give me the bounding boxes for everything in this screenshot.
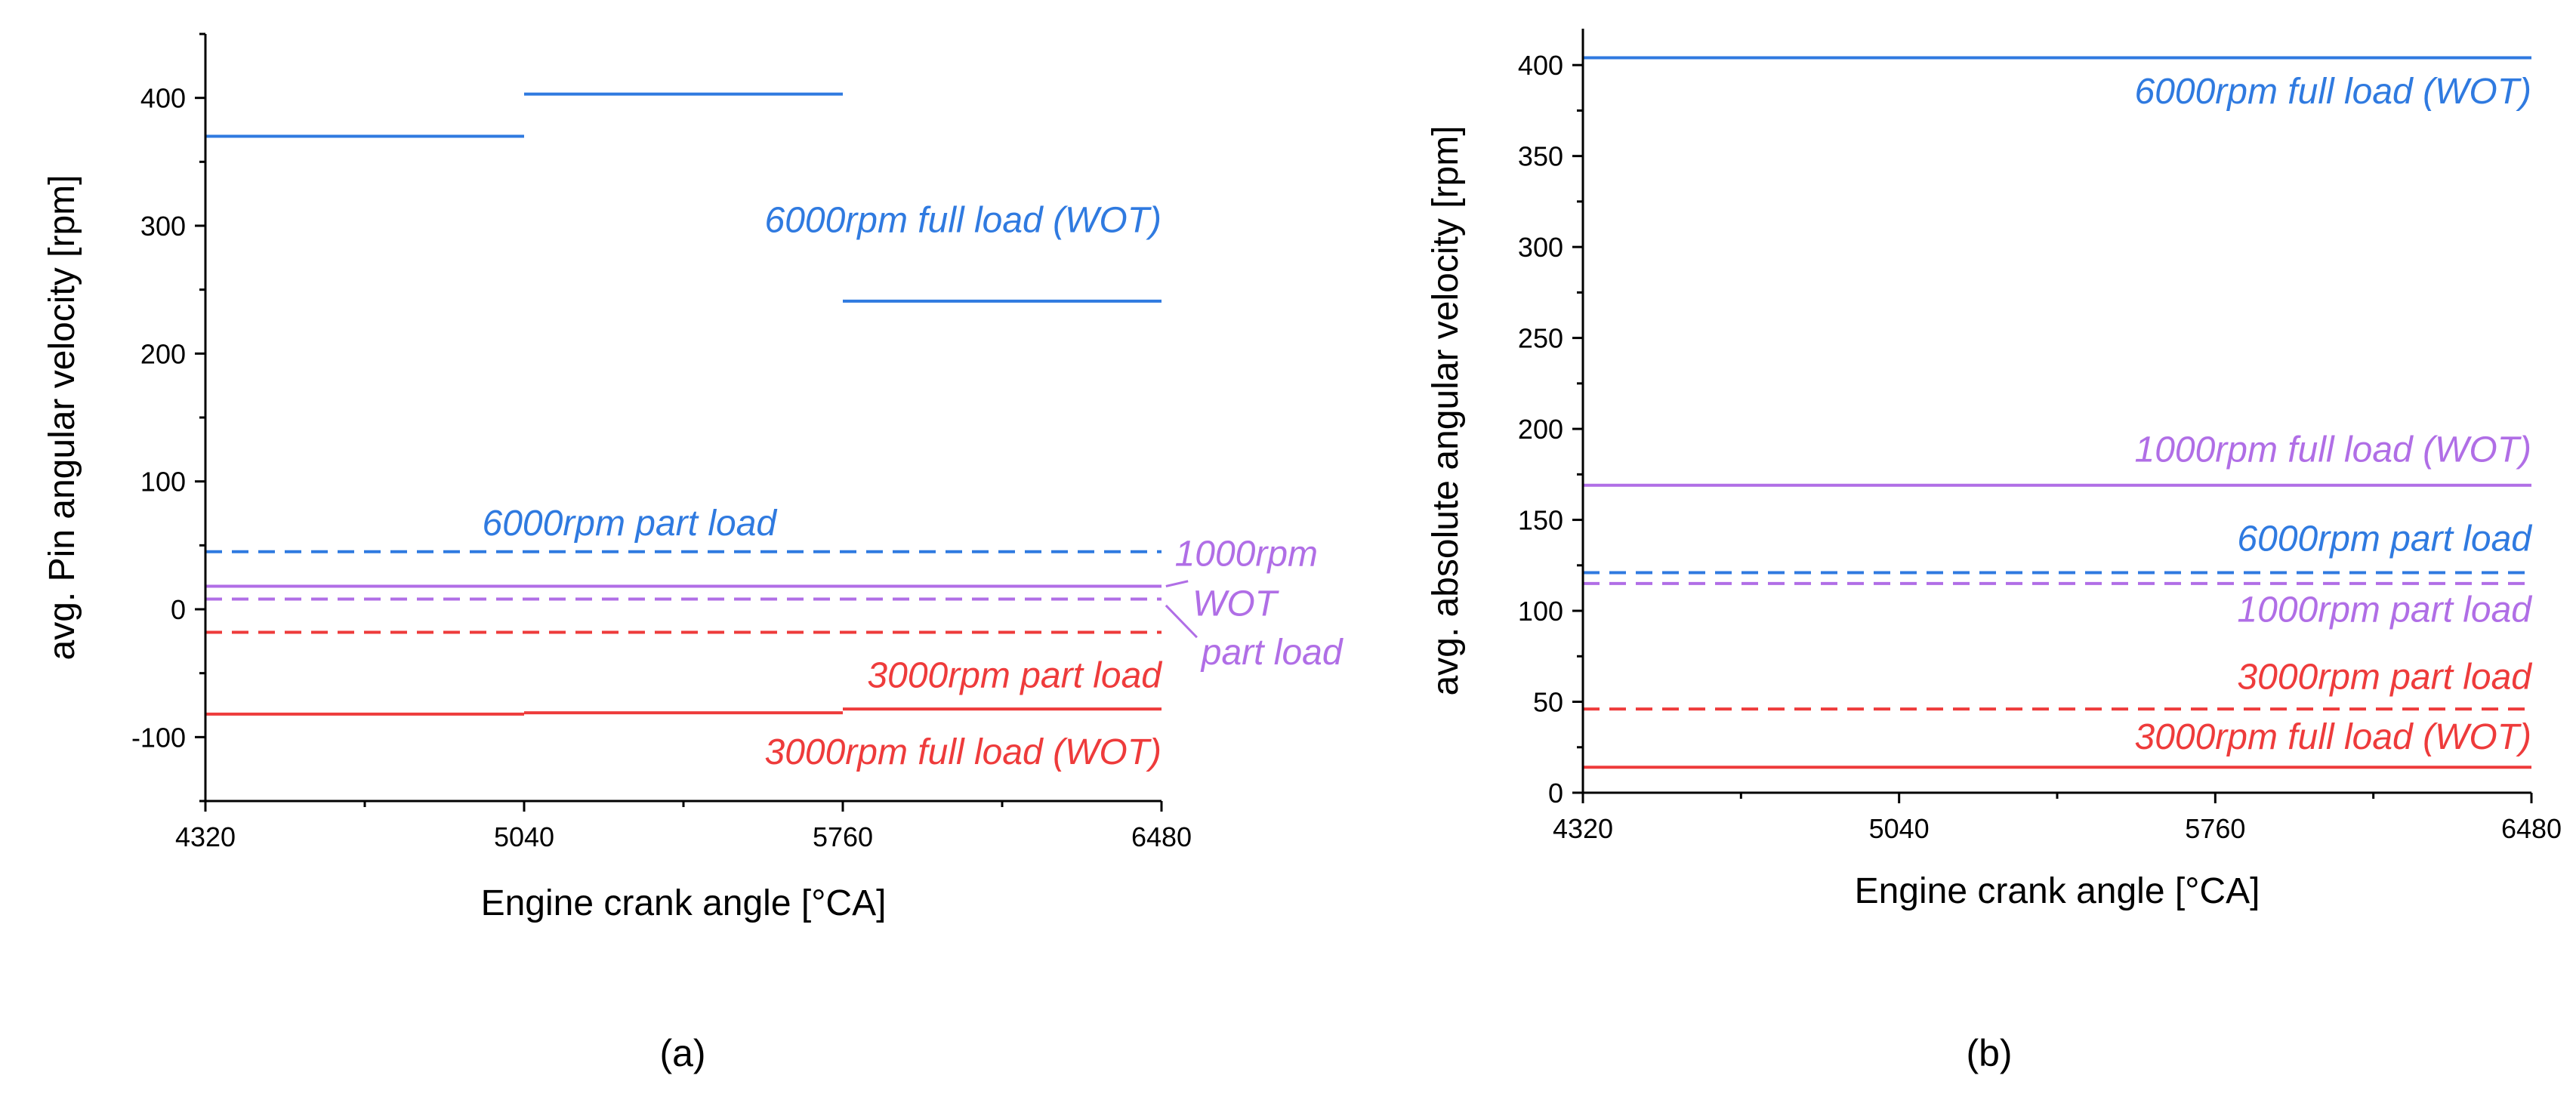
p0-y-axis-label: avg. Pin angular velocity [rpm] — [42, 175, 82, 661]
p1-x-tick-label: 6480 — [2501, 813, 2562, 844]
panel-b-label: (b) — [1966, 1032, 2012, 1074]
p0-annotation-7: 3000rpm full load (WOT) — [765, 732, 1162, 772]
panel-b-data-layer — [1583, 56, 2531, 769]
p1-y-tick-label: 300 — [1518, 232, 1563, 263]
p0-annotation-3: 1000rpm — [1175, 534, 1318, 574]
p1-annotation-3: 6000rpm part load — [2237, 519, 2532, 559]
p1-y-tick-label: 50 — [1533, 687, 1563, 718]
panel-b-annotations: 6000rpm full load (WOT) 1000rpm full load… — [2135, 72, 2533, 757]
p1-y-tick-label: 150 — [1518, 505, 1563, 536]
p0-y-tick-label: 400 — [140, 83, 186, 114]
p0-x-tick-label: 4320 — [175, 821, 236, 852]
p0-y-tick-label: 100 — [140, 467, 186, 498]
p1-x-axis-label: Engine crank angle [°CA] — [1855, 871, 2260, 911]
p0-annotation-4: WOT — [1192, 584, 1280, 624]
p1-y-tick-label: 200 — [1518, 414, 1563, 445]
p0-y-tick-label: -100 — [131, 722, 186, 753]
p0-leader-line-1 — [1165, 580, 1189, 587]
p1-annotation-2: 1000rpm full load (WOT) — [2135, 430, 2532, 470]
p1-x-tick-label: 5040 — [1869, 813, 1930, 844]
p0-x-tick-label: 5760 — [813, 821, 873, 852]
p1-y-tick-label: 0 — [1548, 778, 1563, 809]
p0-annotation-5: part load — [1200, 633, 1344, 673]
p1-x-tick-label: 5760 — [2185, 813, 2245, 844]
p0-x-tick-label: 6480 — [1131, 821, 1192, 852]
p1-y-tick-label: 400 — [1518, 50, 1563, 81]
panel-a-label: (a) — [659, 1032, 705, 1074]
p1-annotation-6: 3000rpm full load (WOT) — [2135, 717, 2532, 757]
panel-a-data-layer — [205, 92, 1162, 716]
p0-annotation-2: 6000rpm part load — [483, 504, 778, 544]
p1-y-axis-label: avg. absolute angular velocity [rpm] — [1426, 125, 1466, 695]
panel-a-annotations: 6000rpm full load (WOT) 6000rpm part load… — [483, 200, 1344, 772]
p1-y-tick-label: 350 — [1518, 141, 1563, 172]
p0-x-axis-label: Engine crank angle [°CA] — [481, 883, 887, 923]
p0-annotation-6: 3000rpm part load — [867, 655, 1162, 695]
p1-y-tick-label: 250 — [1518, 323, 1563, 354]
panel-a-chart: 4320 5040 5760 6480 -100 0 100 200 300 400 Engine … — [42, 32, 1344, 1074]
p0-y-tick-label: 200 — [140, 338, 186, 369]
panel-b-chart: 4320 5040 5760 6480 0 50 100 150 200 250 300 350 400… — [1426, 29, 2562, 1074]
p1-annotation-4: 1000rpm part load — [2237, 590, 2532, 630]
p0-y-tick-label: 300 — [140, 211, 186, 242]
p1-y-tick-label: 100 — [1518, 596, 1563, 627]
p0-leader-line-2 — [1165, 604, 1198, 639]
panel-a-axes: 4320 5040 5760 6480 -100 0 100 200 300 400 Engine … — [42, 32, 1192, 923]
p0-x-tick-label: 5040 — [494, 821, 554, 852]
p0-annotation-1: 6000rpm full load (WOT) — [765, 200, 1162, 240]
p1-annotation-1: 6000rpm full load (WOT) — [2135, 72, 2532, 112]
panel-b-axes: 4320 5040 5760 6480 0 50 100 150 200 250 300 350 400… — [1426, 29, 2562, 911]
p0-y-tick-label: 0 — [171, 594, 186, 625]
p1-annotation-5: 3000rpm part load — [2237, 658, 2532, 698]
p1-x-tick-label: 4320 — [1553, 813, 1613, 844]
